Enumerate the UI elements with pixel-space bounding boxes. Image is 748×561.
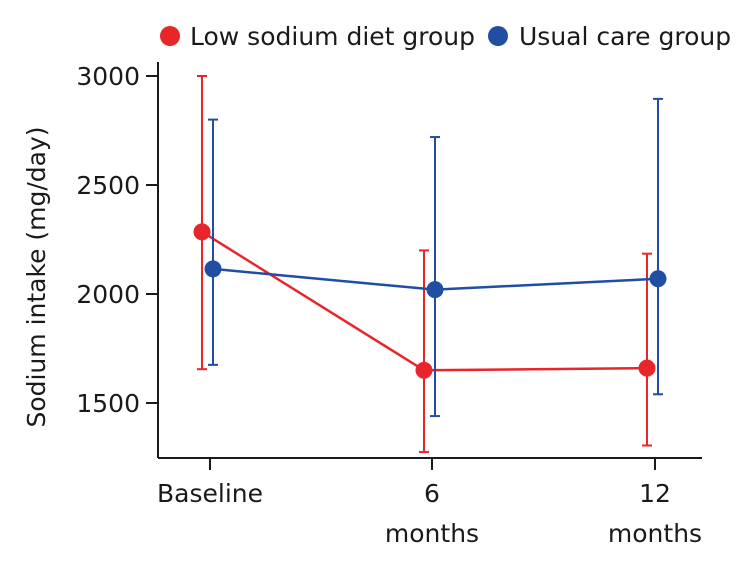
data-point-0-0 <box>193 223 211 241</box>
y-tick-label-1500: 1500 <box>76 389 140 418</box>
x-tick-label-2-1: months <box>608 519 702 548</box>
x-tick-label-2-0: 12 <box>639 479 671 508</box>
x-tick-label-1-0: 6 <box>424 479 440 508</box>
y-tick-label-3000: 3000 <box>76 62 140 91</box>
data-point-0-1 <box>415 361 433 379</box>
legend-label-0: Low sodium diet group <box>190 22 475 51</box>
y-tick-label-2500: 2500 <box>76 171 140 200</box>
legend-label-1: Usual care group <box>519 22 731 51</box>
legend-marker-0 <box>160 26 180 46</box>
data-point-1-0 <box>204 260 222 278</box>
y-axis-title: Sodium intake (mg/day) <box>22 126 51 427</box>
x-tick-label-1-1: months <box>385 519 479 548</box>
legend-marker-1 <box>488 26 508 46</box>
data-point-1-2 <box>649 270 667 288</box>
data-point-0-2 <box>638 359 656 377</box>
y-tick-label-2000: 2000 <box>76 280 140 309</box>
x-tick-label-0-0: Baseline <box>157 479 263 508</box>
data-point-1-1 <box>426 281 444 299</box>
